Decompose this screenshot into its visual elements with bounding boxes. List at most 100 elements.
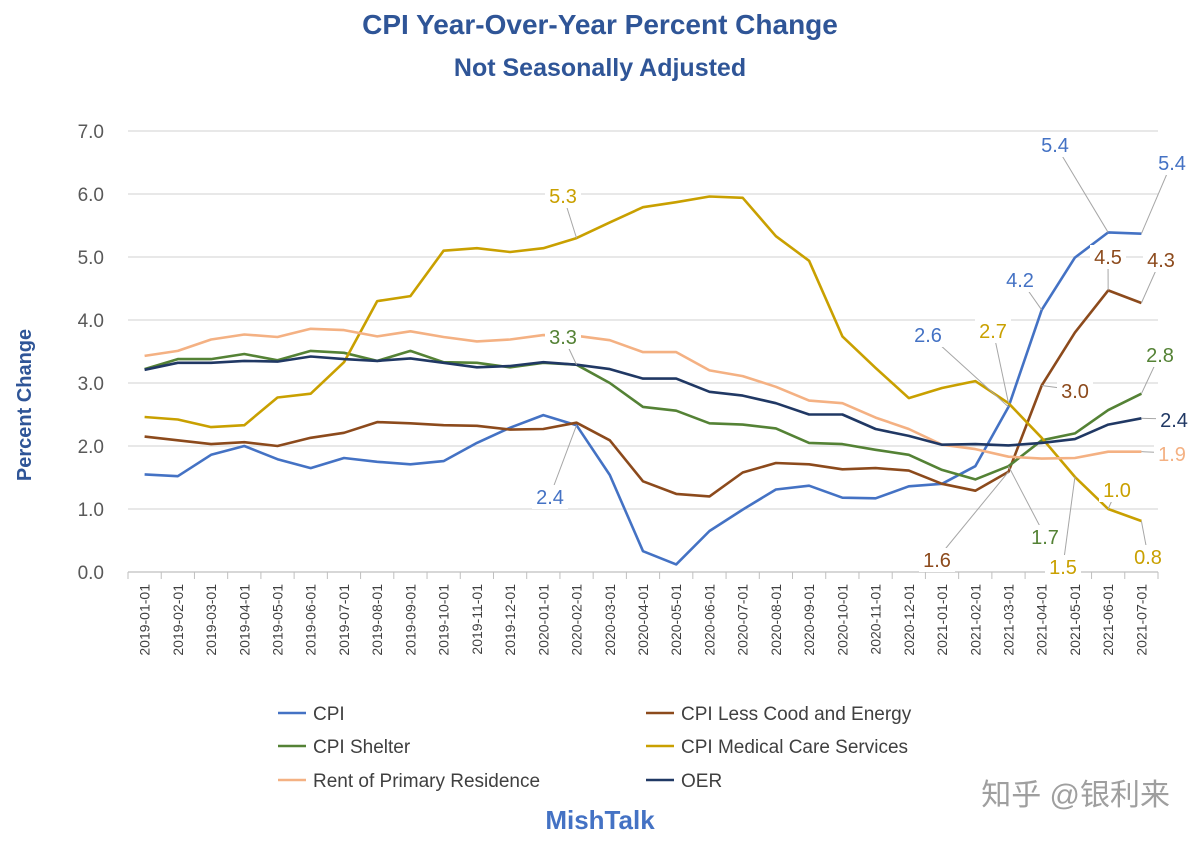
label-background — [1045, 555, 1081, 579]
label-background — [1002, 268, 1038, 292]
x-tick-label: 2019-04-01 — [236, 584, 252, 656]
label-background — [1090, 245, 1126, 269]
x-tick-label: 2020-07-01 — [735, 584, 751, 656]
data-label: 1.5 — [1049, 557, 1077, 579]
legend-label: Rent of Primary Residence — [313, 771, 540, 792]
x-tick-label: 2021-02-01 — [967, 584, 983, 656]
data-label: 2.6 — [914, 325, 942, 347]
legend-label: CPI Less Cood and Energy — [681, 704, 912, 725]
label-leader-line — [1008, 465, 1046, 537]
series-line-cpi — [144, 231, 1142, 566]
x-tick-label: 2019-09-01 — [402, 584, 418, 656]
y-tick-label: 7.0 — [78, 122, 104, 143]
brand-footer: MishTalk — [545, 805, 655, 835]
data-label: 1.9 — [1158, 444, 1186, 466]
label-background — [1130, 545, 1166, 569]
x-tick-label: 2019-06-01 — [303, 584, 319, 656]
data-labels: 5.3 3.3 2.4 2.6 2.7 1.6 1.7 3.0 4.2 1.5 5.4 4.5 1.0 5… — [532, 133, 1192, 579]
label-background — [1143, 248, 1179, 272]
data-label: 0.8 — [1134, 547, 1162, 569]
legend-label: OER — [681, 771, 722, 792]
data-label: 2.4 — [536, 487, 564, 509]
label-background — [910, 323, 946, 347]
x-tick-label: 2020-05-01 — [668, 584, 684, 656]
watermark: 知乎 @银利来 — [981, 779, 1170, 812]
data-label: 5.4 — [1041, 135, 1069, 157]
y-tick-label: 1.0 — [78, 500, 104, 521]
label-background — [975, 319, 1011, 343]
series-line-rent-of-primary-residence — [144, 327, 1142, 460]
x-tick-label: 2021-01-01 — [934, 584, 950, 656]
x-tick-label: 2019-01-01 — [137, 584, 153, 656]
series-line-cpi-less-cood-and-energy — [144, 289, 1142, 498]
data-label: 3.0 — [1061, 381, 1089, 403]
label-background — [545, 184, 581, 208]
x-tick-label: 2020-01-01 — [535, 584, 551, 656]
x-tick-label: 2020-06-01 — [701, 584, 717, 656]
x-tick-label: 2020-04-01 — [635, 584, 651, 656]
data-label: 5.3 — [549, 186, 577, 208]
x-tick-label: 2019-11-01 — [469, 584, 485, 655]
y-axis-label: Percent Change — [14, 329, 36, 481]
label-leader-line — [936, 471, 1009, 560]
data-label: 3.3 — [549, 327, 577, 349]
chart-subtitle: Not Seasonally Adjusted — [454, 54, 746, 82]
data-label: 4.2 — [1006, 270, 1034, 292]
x-tick-label: 2020-08-01 — [768, 584, 784, 656]
y-tick-label: 2.0 — [78, 437, 104, 458]
x-tick-label: 2020-10-01 — [834, 584, 850, 656]
x-axis-ticks: 2019-01-01 2019-02-01 2019-03-01 2019-04-01… — [127, 572, 1159, 656]
x-tick-label: 2021-04-01 — [1034, 584, 1050, 656]
series-line-cpi-shelter — [144, 349, 1142, 481]
x-tick-label: 2020-12-01 — [901, 584, 917, 656]
label-background — [1142, 343, 1178, 367]
label-background — [1154, 442, 1190, 466]
series-line-oer — [144, 355, 1142, 447]
y-tick-label: 4.0 — [78, 311, 104, 332]
label-background — [1057, 379, 1093, 403]
x-tick-label: 2019-07-01 — [336, 584, 352, 656]
x-tick-label: 2019-12-01 — [502, 584, 518, 656]
data-label: 2.7 — [979, 321, 1007, 343]
data-label: 1.6 — [923, 550, 951, 572]
data-label: 4.5 — [1094, 247, 1122, 269]
y-axis-ticks: 0.0 1.0 2.0 3.0 4.0 5.0 6.0 7.0 — [78, 122, 104, 584]
legend-label: CPI Shelter — [313, 737, 411, 758]
x-tick-label: 2020-09-01 — [801, 584, 817, 656]
x-tick-label: 2019-08-01 — [369, 584, 385, 656]
x-tick-label: 2021-05-01 — [1067, 584, 1083, 656]
label-background — [1154, 151, 1190, 175]
x-tick-label: 2019-10-01 — [436, 584, 452, 656]
x-tick-label: 2019-02-01 — [170, 584, 186, 656]
legend: CPI CPI Less Cood and Energy CPI Shelter CP… — [278, 704, 912, 792]
label-leader-line — [1062, 476, 1076, 567]
label-background — [1156, 408, 1192, 432]
y-tick-label: 6.0 — [78, 185, 104, 206]
label-background — [545, 325, 581, 349]
data-label: 2.8 — [1146, 345, 1174, 367]
x-tick-label: 2019-03-01 — [203, 584, 219, 656]
label-background — [919, 548, 955, 572]
label-background — [1037, 133, 1073, 157]
label-leader-line — [1054, 143, 1109, 233]
gridlines — [128, 130, 1158, 573]
data-label: 1.7 — [1031, 527, 1059, 549]
x-tick-label: 2020-02-01 — [569, 584, 585, 656]
label-background — [1027, 525, 1063, 549]
y-tick-label: 3.0 — [78, 374, 104, 395]
data-label: 2.4 — [1160, 410, 1188, 432]
data-label: 4.3 — [1147, 250, 1175, 272]
series-line-cpi-medical-care-services — [144, 195, 1142, 523]
x-tick-label: 2019-05-01 — [270, 584, 286, 656]
data-label: 1.0 — [1103, 480, 1131, 502]
label-background — [532, 485, 568, 509]
legend-label: CPI — [313, 704, 345, 725]
x-tick-label: 2021-03-01 — [1000, 584, 1016, 656]
x-tick-label: 2020-03-01 — [602, 584, 618, 656]
label-background — [1099, 478, 1135, 502]
series-lines — [144, 195, 1142, 566]
x-tick-label: 2021-07-01 — [1133, 584, 1149, 656]
x-tick-label: 2021-06-01 — [1100, 584, 1116, 656]
y-tick-label: 0.0 — [78, 563, 104, 584]
